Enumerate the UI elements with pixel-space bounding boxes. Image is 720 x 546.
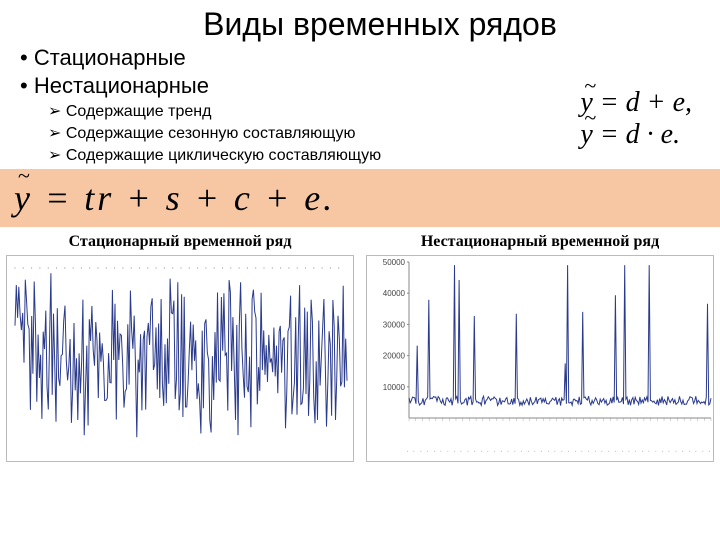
svg-text:∙: ∙ [452, 450, 458, 452]
svg-text:10000: 10000 [383, 383, 406, 392]
svg-text:∙: ∙ [425, 450, 431, 452]
svg-text:∙: ∙ [700, 450, 706, 452]
chart-right-col: Нестационарный временной ряд 50000 40000 3… [360, 233, 720, 462]
svg-text:∙: ∙ [472, 450, 478, 452]
equation-main: y = tr + s + c + e. [0, 169, 720, 227]
svg-text:∙: ∙ [512, 450, 518, 452]
svg-text:50000: 50000 [383, 258, 406, 267]
svg-text:∙: ∙ [647, 450, 653, 452]
svg-text:∙: ∙ [546, 450, 552, 452]
svg-text:∙: ∙ [640, 450, 646, 452]
svg-text:∙: ∙ [633, 450, 639, 452]
chart-left-col: Стационарный временной ряд [0, 233, 360, 462]
svg-text:∙: ∙ [499, 450, 505, 452]
svg-text:∙: ∙ [593, 450, 599, 452]
svg-text:∙: ∙ [439, 450, 445, 452]
svg-text:∙: ∙ [573, 450, 579, 452]
svg-text:∙: ∙ [479, 450, 485, 452]
svg-text:20000: 20000 [383, 352, 406, 361]
svg-text:30000: 30000 [383, 320, 406, 329]
svg-text:∙: ∙ [586, 450, 592, 452]
svg-text:∙: ∙ [613, 450, 619, 452]
svg-text:∙: ∙ [673, 450, 679, 452]
svg-text:∙: ∙ [539, 450, 545, 452]
equations-top: y = d + e, y = d · e. [580, 87, 692, 151]
svg-text:∙: ∙ [660, 450, 666, 452]
svg-text:∙: ∙ [465, 450, 471, 452]
svg-text:∙: ∙ [418, 450, 424, 452]
svg-text:∙: ∙ [653, 450, 659, 452]
charts-row: Стационарный временной ряд Нестационарны… [0, 233, 720, 462]
svg-text:∙: ∙ [626, 450, 632, 452]
chart-left [6, 255, 354, 462]
svg-text:∙: ∙ [606, 450, 612, 452]
svg-text:∙: ∙ [533, 450, 539, 452]
svg-text:∙: ∙ [600, 450, 606, 452]
chart-right-title: Нестационарный временной ряд [366, 233, 714, 251]
svg-text:∙: ∙ [707, 450, 713, 452]
bullet-l1: Стационарные [20, 45, 720, 71]
svg-text:∙: ∙ [579, 450, 585, 452]
svg-text:∙: ∙ [566, 450, 572, 452]
chart-left-title: Стационарный временной ряд [6, 233, 354, 251]
svg-text:∙: ∙ [459, 450, 465, 452]
svg-text:∙: ∙ [680, 450, 686, 452]
svg-text:∙: ∙ [559, 450, 565, 452]
svg-text:∙: ∙ [492, 450, 498, 452]
slide-title: Виды временных рядов [0, 6, 720, 43]
svg-text:∙: ∙ [432, 450, 438, 452]
svg-text:∙: ∙ [405, 450, 411, 452]
svg-text:∙: ∙ [694, 450, 700, 452]
svg-text:∙: ∙ [667, 450, 673, 452]
svg-text:∙: ∙ [412, 450, 418, 452]
svg-text:∙: ∙ [519, 450, 525, 452]
svg-text:∙: ∙ [526, 450, 532, 452]
svg-text:∙: ∙ [553, 450, 559, 452]
svg-text:40000: 40000 [383, 289, 406, 298]
chart-right: 5000040000300002000010000∙∙∙∙∙∙∙∙∙∙∙∙∙∙∙… [366, 255, 714, 462]
svg-text:∙: ∙ [620, 450, 626, 452]
svg-text:∙: ∙ [486, 450, 492, 452]
svg-text:∙: ∙ [687, 450, 693, 452]
svg-text:∙: ∙ [445, 450, 451, 452]
svg-text:∙: ∙ [506, 450, 512, 452]
